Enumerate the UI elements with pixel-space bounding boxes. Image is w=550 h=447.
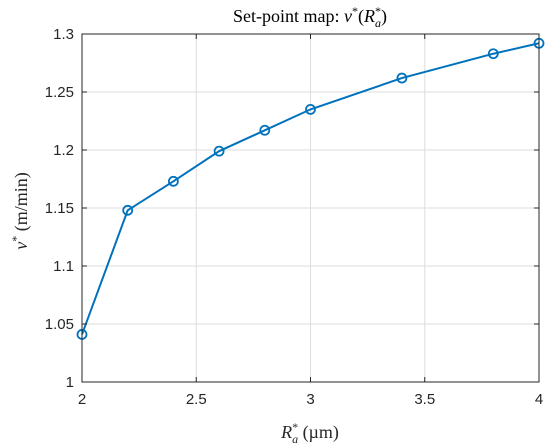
data-point-6 [396, 72, 408, 84]
x-tick-label-1: 2.5 [186, 391, 207, 408]
x-tick-label-2: 3 [306, 391, 314, 408]
y-tick-label-4: 1.2 [53, 142, 74, 159]
data-point-7 [487, 48, 499, 60]
x-tick-label-3: 3.5 [414, 391, 435, 408]
y-tick-label-1: 1.05 [45, 316, 74, 333]
y-tick-label-0: 1 [66, 374, 74, 391]
x-tick-label-0: 2 [78, 391, 86, 408]
y-tick-label-6: 1.3 [53, 26, 74, 43]
data-point-1 [122, 204, 134, 216]
x-axis-label: R* a (µm) [280, 420, 339, 446]
x-tick-label-4: 4 [535, 391, 543, 408]
y-axis-label: v* (m/min) [9, 172, 32, 250]
data-point-2 [167, 175, 179, 187]
grid [81, 33, 540, 383]
data-point-4 [259, 124, 271, 136]
data-point-3 [213, 145, 225, 157]
data-point-5 [305, 104, 316, 115]
y-tick-label-3: 1.15 [45, 200, 74, 217]
y-tick-label-5: 1.25 [45, 84, 74, 101]
ticks: 2 2.5 3 3.5 4 1 1.05 1.1 1.15 1.2 1.25 1.3 [45, 26, 543, 408]
chart-title: Set-point map: v*(R* a) [233, 4, 387, 30]
series-line-0 [81, 42, 540, 335]
y-tick-label-2: 1.1 [53, 258, 74, 275]
